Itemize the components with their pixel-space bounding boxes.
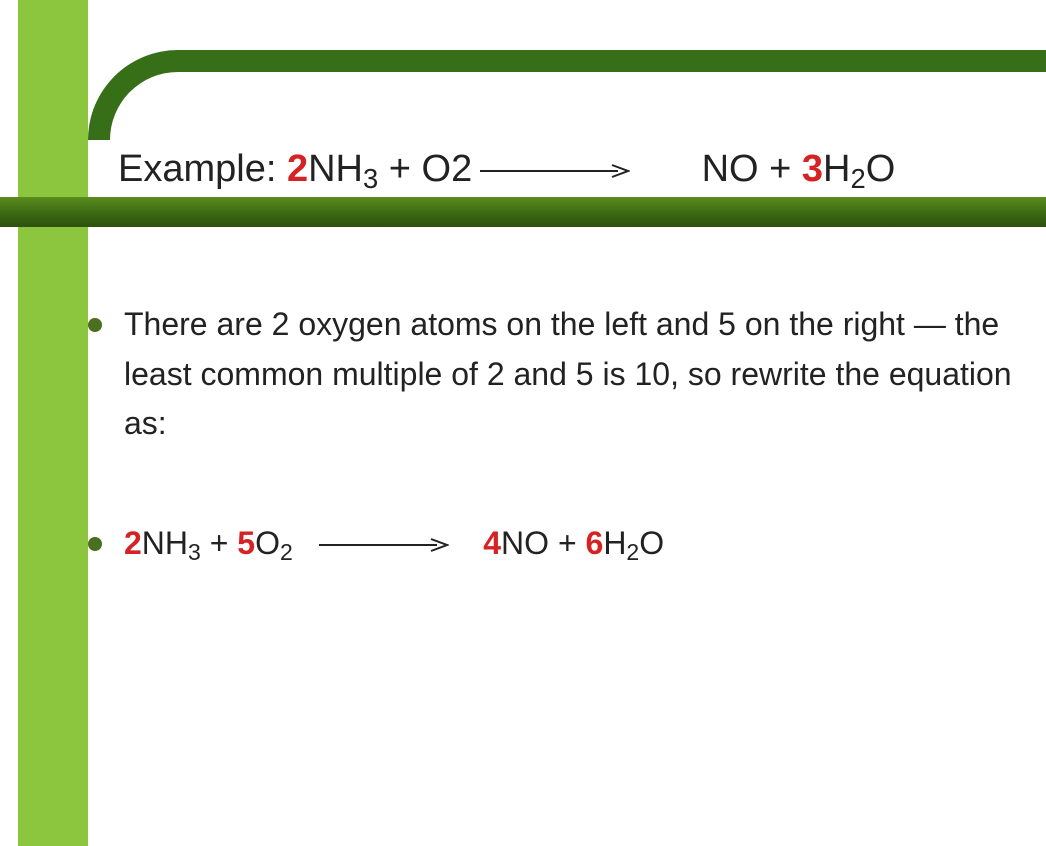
top-rule [176,50,1046,72]
slide-body: There are 2 oxygen atoms on the left and… [88,300,1038,638]
bullet-item: 2NH3 + 5O2 4NO + 6H2O [88,519,1038,569]
title-prefix: Example: [118,148,287,190]
bullet-dot-icon [88,318,102,332]
reaction-arrow-icon [319,537,449,553]
bullet-text: There are 2 oxygen atoms on the left and… [124,300,1038,449]
bullet-dot-icon [88,537,102,551]
sidebar-accent [18,0,88,846]
bullet-item: There are 2 oxygen atoms on the left and… [88,300,1038,449]
title-underline-bar [0,197,1046,227]
slide-title: Example: 2NH3 + O2 NO + 3H2O [118,148,1038,191]
reaction-arrow-icon [480,163,630,179]
bullet-equation: 2NH3 + 5O2 4NO + 6H2O [124,519,664,569]
title-equation: 2NH3 + O2 NO + 3H2O [287,148,895,190]
